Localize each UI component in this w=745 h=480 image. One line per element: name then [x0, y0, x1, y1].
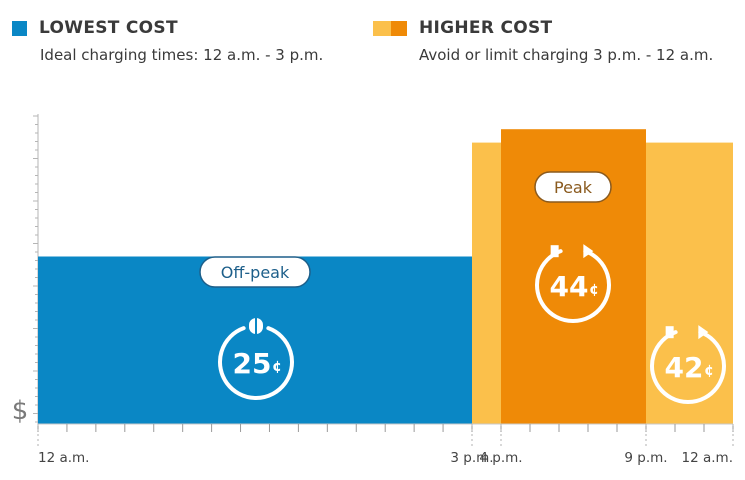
legend-lowest: LOWEST COST Ideal charging times: 12 a.m…: [12, 18, 323, 64]
legend-lowest-subtitle: Ideal charging times: 12 a.m. - 3 p.m.: [40, 46, 324, 64]
price-icon-25: 25 ¢: [218, 318, 294, 400]
plug-arrow-icon: [583, 244, 594, 259]
price-icon-44: 44 ¢: [535, 244, 611, 323]
x-tick-label: 12 a.m.: [38, 450, 89, 466]
pill-label: Off-peak: [221, 263, 290, 282]
period-pill-peak: Peak: [534, 171, 612, 203]
price-unit: ¢: [272, 359, 282, 375]
y-axis-label: $: [12, 396, 29, 426]
price-value: 42: [665, 351, 704, 384]
pill-border: [199, 256, 311, 288]
x-tick-label: 12 a.m.: [682, 450, 733, 466]
x-tick-label: 3 p.m.: [450, 450, 493, 466]
legend-lowest-title-row: LOWEST COST: [12, 18, 323, 38]
pill-border: [534, 171, 612, 203]
plug-circle: [650, 330, 726, 404]
x-tick-label: 4 p.m.: [479, 450, 522, 466]
plug-socket-icon: [550, 245, 559, 258]
higher-cost-swatch: [373, 20, 407, 36]
bar-segment-3: [646, 142, 733, 424]
bar-segment-1: [472, 142, 501, 424]
period-pill-off-peak: Off-peak: [199, 256, 311, 288]
pill-label: Peak: [554, 178, 593, 197]
price-icon-42: 42 ¢: [650, 325, 726, 404]
legend-higher-title: HIGHER COST: [419, 18, 553, 38]
legend-lowest-title: LOWEST COST: [39, 18, 178, 38]
price-value: 44: [550, 270, 589, 303]
plug-arrow-icon: [698, 325, 709, 340]
plug-circle: [535, 249, 611, 323]
price-unit: ¢: [704, 363, 714, 379]
price-value: 25: [233, 347, 272, 380]
legend-higher: HIGHER COST Avoid or limit charging 3 p.…: [373, 18, 713, 64]
plug-socket-icon: [665, 326, 674, 339]
x-tick-label: 9 p.m.: [624, 450, 667, 466]
legend-higher-subtitle: Avoid or limit charging 3 p.m. - 12 a.m.: [419, 46, 714, 64]
lowest-cost-swatch: [12, 20, 27, 36]
legend-higher-title-row: HIGHER COST: [373, 18, 713, 38]
plug-circle: [218, 326, 294, 400]
price-unit: ¢: [589, 282, 599, 298]
